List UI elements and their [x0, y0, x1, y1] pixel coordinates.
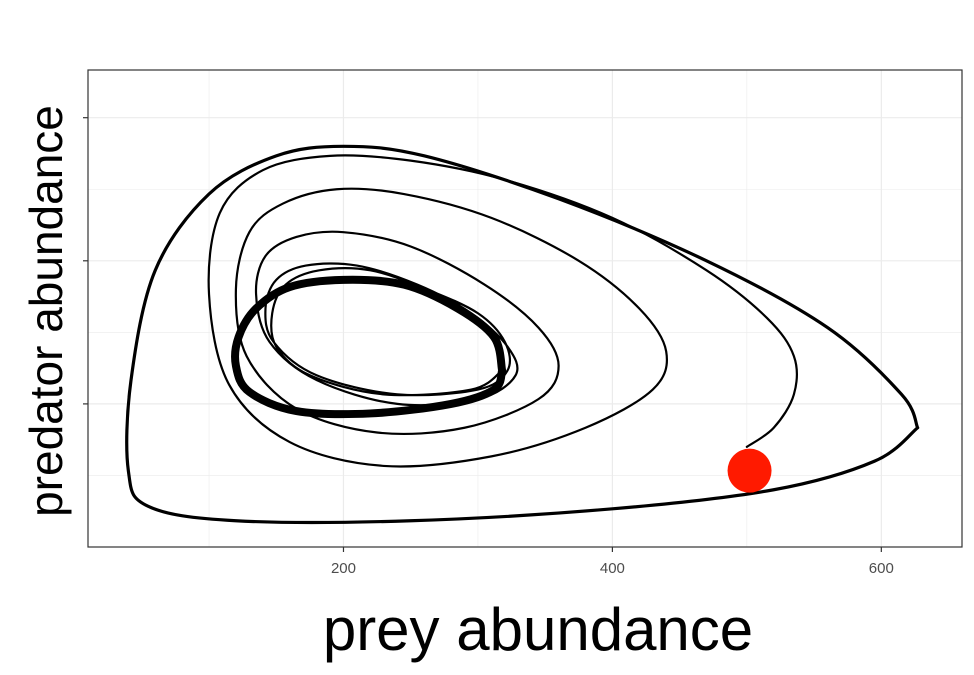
- series-line-1: [125, 144, 920, 525]
- series-line-2: [231, 275, 507, 419]
- x-tick-label: 200: [331, 560, 356, 577]
- series-line-0: [207, 154, 798, 468]
- panel-border: [87, 69, 963, 548]
- highlight-point-layer: [727, 448, 772, 493]
- highlight-point: [727, 448, 772, 493]
- grid-lines: [88, 70, 962, 547]
- trajectory-series: [125, 144, 920, 525]
- x-axis-ticks: 200 400 600: [331, 547, 894, 577]
- y-axis-title: predator abundance: [20, 105, 72, 517]
- x-tick-label: 400: [600, 560, 625, 577]
- x-axis-title: prey abundance: [323, 596, 753, 663]
- x-tick-label: 600: [869, 560, 894, 577]
- y-axis-ticks: [83, 117, 88, 405]
